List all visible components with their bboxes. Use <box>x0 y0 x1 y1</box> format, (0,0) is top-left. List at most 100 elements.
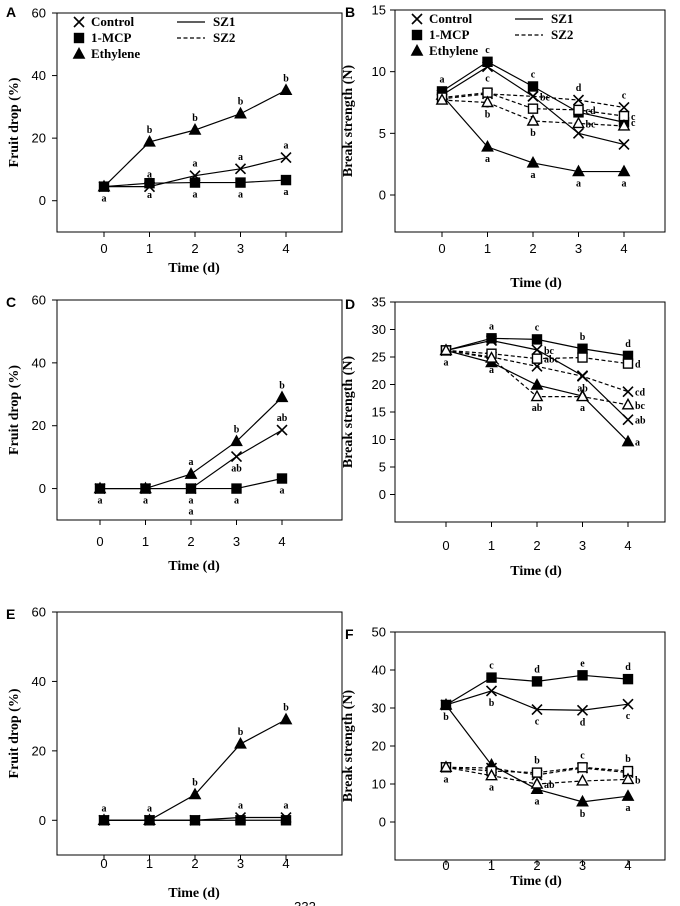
data-point <box>188 787 202 800</box>
data-point <box>617 118 631 131</box>
significance-label: e <box>580 658 585 669</box>
significance-label: a <box>535 796 540 807</box>
significance-label: a <box>531 170 536 181</box>
data-point <box>531 334 543 345</box>
significance-label: a <box>102 803 107 814</box>
y-tick-label: 0 <box>379 815 386 830</box>
x-tick-label: 4 <box>282 241 289 256</box>
data-point <box>530 378 544 390</box>
y-tick-label: 10 <box>372 64 386 79</box>
y-tick-label: 40 <box>32 674 46 689</box>
significance-label: c <box>535 717 540 728</box>
y-tick-label: 40 <box>372 663 386 678</box>
y-axis: 0 5 10 15 <box>372 3 395 203</box>
significance-label: b <box>580 809 586 820</box>
significance-label: d <box>625 662 631 673</box>
data-point <box>527 103 539 114</box>
series-1-mcp-sz1: a c b d <box>440 321 634 362</box>
x-tick-label: 2 <box>191 241 198 256</box>
significance-label: b <box>635 775 641 786</box>
legend-label: SZ2 <box>551 27 573 42</box>
significance-label: a <box>576 179 581 190</box>
plot-frame <box>394 301 666 523</box>
series-ethylene-sz1: b b b b <box>97 73 293 192</box>
data-point <box>230 434 243 447</box>
significance-label: a <box>284 801 289 812</box>
y-tick-label: 5 <box>379 126 386 141</box>
significance-label: c <box>485 74 490 85</box>
data-point <box>279 712 293 725</box>
significance-label: a <box>238 801 243 812</box>
legend-marker <box>72 47 86 59</box>
y-tick-label: 40 <box>32 68 46 83</box>
data-point <box>621 397 635 410</box>
data-point <box>139 481 152 494</box>
data-point <box>481 139 494 152</box>
x-tick-label: 1 <box>146 241 153 256</box>
significance-label: b <box>234 424 240 435</box>
x-tick-label: 2 <box>533 538 540 553</box>
significance-label: bc <box>540 92 551 103</box>
x-axis-label: Time (d) <box>510 874 562 889</box>
plot-frame <box>56 12 343 233</box>
x-tick-label: 4 <box>278 534 285 549</box>
y-tick-label: 15 <box>372 3 386 18</box>
significance-label: bc <box>635 401 646 412</box>
significance-label: a <box>147 190 152 201</box>
data-point <box>439 698 453 710</box>
data-point <box>572 94 585 106</box>
x-tick-label: 4 <box>282 856 289 871</box>
data-point <box>185 483 197 494</box>
data-point <box>577 762 588 773</box>
significance-label: c <box>580 750 585 761</box>
data-point <box>618 138 630 150</box>
legend-label: 1-MCP <box>91 30 131 45</box>
x-tick-label: 0 <box>100 856 107 871</box>
x-tick-label: 1 <box>488 858 495 873</box>
significance-label: b <box>485 110 491 121</box>
data-point <box>577 670 588 681</box>
data-point <box>231 483 242 494</box>
significance-label: a <box>444 357 449 368</box>
data-point <box>486 333 497 344</box>
data-point <box>531 767 543 778</box>
y-axis: 0 5 10 15 20 25 30 35 <box>372 295 395 502</box>
data-point <box>486 672 497 683</box>
x-tick-label: 4 <box>624 858 631 873</box>
significance-label: d <box>576 83 582 94</box>
series-control-sz2: bc d c <box>436 83 630 113</box>
data-point <box>572 164 585 177</box>
x-tick-label: 3 <box>237 856 244 871</box>
y-tick-label: 20 <box>32 743 46 758</box>
data-point <box>439 760 453 772</box>
x-axis: 0 1 2 3 4 <box>442 522 632 553</box>
legend-label: 1-MCP <box>429 27 469 42</box>
data-point <box>485 351 498 363</box>
x-tick-label: 2 <box>191 856 198 871</box>
y-axis: 0 10 20 30 40 50 <box>372 625 395 830</box>
significance-label: b <box>192 113 198 124</box>
y-axis-label: Break strength (N) <box>341 356 356 469</box>
panel-letter: E <box>6 606 15 622</box>
significance-label: a <box>280 486 285 497</box>
significance-label: a <box>98 496 103 507</box>
y-tick-label: 35 <box>372 295 386 310</box>
significance-label: d <box>580 717 586 728</box>
series-ethylene-sz1: abb <box>93 380 289 494</box>
significance-label: b <box>147 125 153 136</box>
data-point <box>531 676 543 687</box>
panel-d: D 0 5 10 15 20 25 30 35 0 1 2 3 4 Time (d) Break streng… <box>341 295 666 579</box>
y-axis: 0 20 40 60 <box>32 293 57 496</box>
y-tick-label: 0 <box>379 188 386 203</box>
significance-label: a <box>102 194 107 205</box>
x-tick-label: 4 <box>624 538 631 553</box>
significance-label: c <box>622 90 627 101</box>
data-point <box>485 685 498 697</box>
significance-label: c <box>631 112 636 123</box>
y-tick-label: 40 <box>32 355 46 370</box>
